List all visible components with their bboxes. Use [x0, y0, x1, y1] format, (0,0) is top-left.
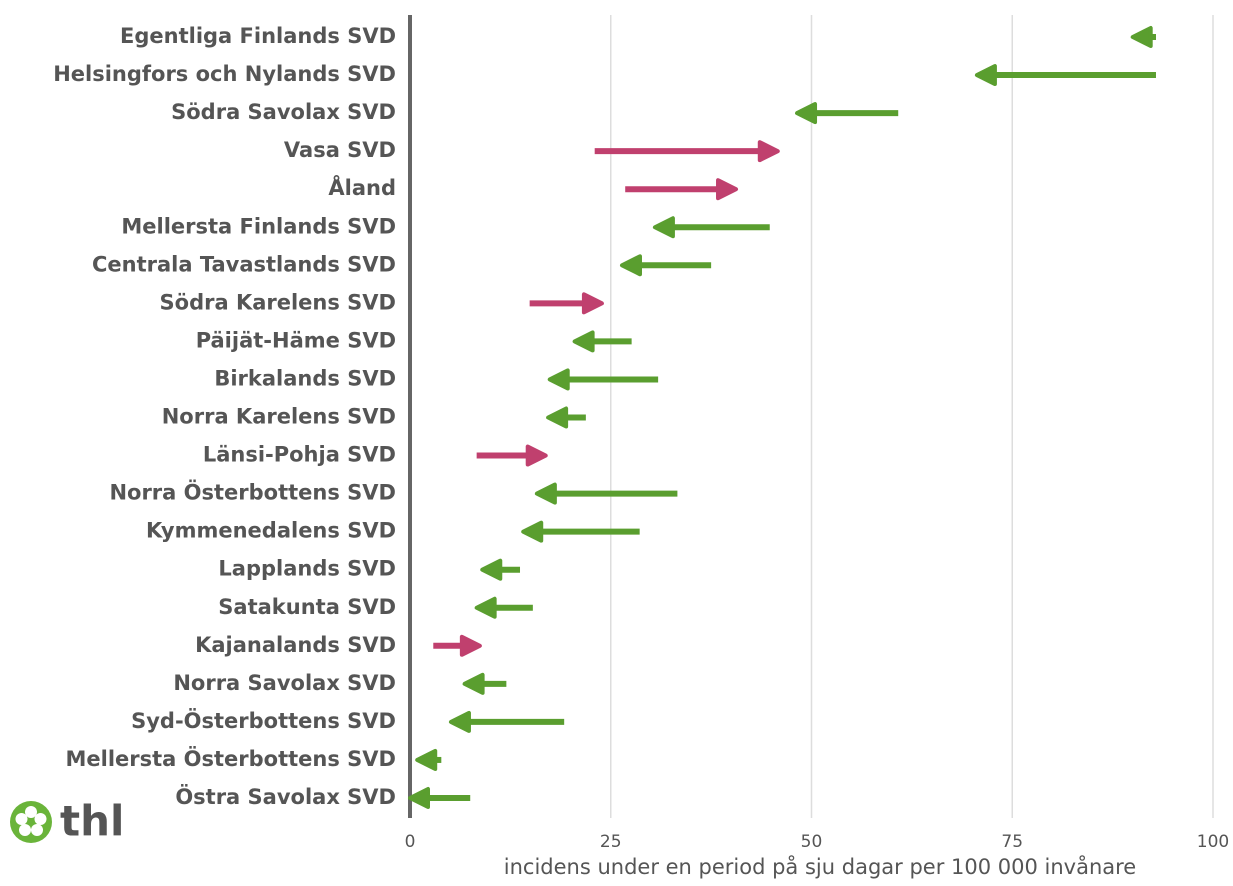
arrow-head — [652, 216, 675, 239]
category-label: Centrala Tavastlands SVD — [92, 252, 396, 276]
logo-text: thl — [60, 797, 124, 846]
category-label: Kajanalands SVD — [195, 633, 396, 657]
category-label: Norra Savolax SVD — [173, 671, 396, 695]
category-label: Mellersta Österbottens SVD — [66, 746, 397, 771]
category-label: Södra Savolax SVD — [171, 100, 396, 124]
arrow-head — [462, 672, 485, 695]
category-label: Norra Karelens SVD — [162, 405, 396, 429]
category-label: Syd-Österbottens SVD — [131, 708, 396, 733]
category-label: Åland — [328, 175, 396, 200]
category-label: Päijät-Häme SVD — [196, 328, 396, 352]
arrow-head — [619, 254, 642, 277]
arrow-head — [581, 292, 604, 315]
category-label: Vasa SVD — [284, 138, 396, 162]
category-label: Kymmenedalens SVD — [146, 519, 396, 543]
category-label: Södra Karelens SVD — [160, 290, 396, 314]
arrow-head — [408, 787, 430, 809]
arrow-head — [480, 558, 503, 581]
arrow-head — [459, 634, 482, 657]
arrow-head — [547, 368, 570, 391]
category-label: Birkalands SVD — [214, 366, 396, 390]
arrow-head — [521, 520, 544, 543]
logo-icon — [10, 801, 52, 843]
arrow-head — [448, 710, 471, 733]
x-axis-title: incidens under en period på sju dagar pe… — [504, 854, 1136, 879]
arrow-head — [546, 406, 569, 429]
arrow-head — [974, 64, 997, 87]
category-label: Östra Savolax SVD — [175, 784, 396, 809]
arrow-head — [415, 748, 438, 771]
category-label: Norra Österbottens SVD — [109, 480, 396, 505]
x-tick-label: 25 — [600, 832, 622, 852]
category-label: Länsi-Pohja SVD — [203, 443, 396, 467]
category-label: Lapplands SVD — [218, 557, 396, 581]
arrow-head — [757, 140, 780, 163]
category-label: Helsingfors och Nylands SVD — [53, 62, 396, 86]
arrow-head — [795, 102, 818, 125]
arrow-head — [525, 444, 548, 467]
x-tick-label: 100 — [1197, 832, 1229, 852]
x-tick-label: 75 — [1001, 832, 1023, 852]
arrow-head — [716, 178, 739, 201]
arrow-head — [1130, 26, 1153, 48]
x-tick-label: 0 — [405, 832, 416, 852]
category-label: Satakunta SVD — [218, 595, 396, 619]
x-tick-label: 50 — [801, 832, 823, 852]
arrow-head — [534, 482, 557, 505]
arrow-head — [474, 596, 497, 619]
category-label: Egentliga Finlands SVD — [120, 24, 396, 48]
arrow-head — [572, 330, 595, 353]
category-label: Mellersta Finlands SVD — [121, 214, 396, 238]
